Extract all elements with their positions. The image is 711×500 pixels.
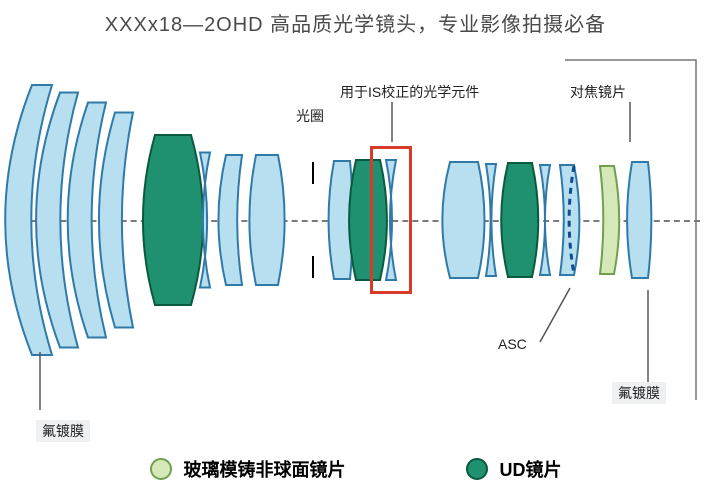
aperture-top: [312, 162, 314, 184]
lens-diagram: 光圈 用于IS校正的光学元件 对焦镜片 ASC 氟镀膜 氟镀膜: [0, 40, 711, 410]
pointer-asc: [540, 288, 570, 342]
label-asc: ASC: [498, 336, 527, 352]
label-fluorine-front: 氟镀膜: [36, 420, 90, 442]
lens-e7: [218, 155, 242, 285]
lens-e18: [627, 162, 651, 278]
label-is-element: 用于IS校正的光学元件: [340, 82, 479, 102]
legend-ud-label: UD镜片: [500, 456, 562, 482]
legend-gmold: 玻璃模铸非球面镜片: [150, 456, 346, 482]
legend-ud: UD镜片: [466, 456, 562, 482]
swatch-ud: [466, 458, 488, 480]
aperture-bottom: [312, 256, 314, 278]
legend: 玻璃模铸非球面镜片 UD镜片: [0, 456, 711, 482]
lens-e13: [486, 164, 496, 276]
lens-e15: [540, 165, 550, 275]
label-focus-lens: 对焦镜片: [570, 82, 626, 102]
lens-e4: [99, 113, 133, 328]
legend-gmold-label: 玻璃模铸非球面镜片: [184, 456, 346, 482]
lens-e16: [560, 165, 579, 275]
label-fluorine-rear: 氟镀膜: [612, 382, 666, 404]
is-correction-box: [370, 146, 412, 294]
lens-e8: [249, 155, 284, 285]
page-title: XXXx18—2OHD 高品质光学镜头，专业影像拍摄必备: [0, 0, 711, 37]
swatch-gmold: [150, 458, 172, 480]
lens-e5: [143, 135, 203, 305]
lens-e17: [600, 166, 619, 274]
label-aperture: 光圈: [296, 106, 324, 126]
lens-e14: [501, 163, 538, 277]
lens-e12: [442, 162, 484, 278]
